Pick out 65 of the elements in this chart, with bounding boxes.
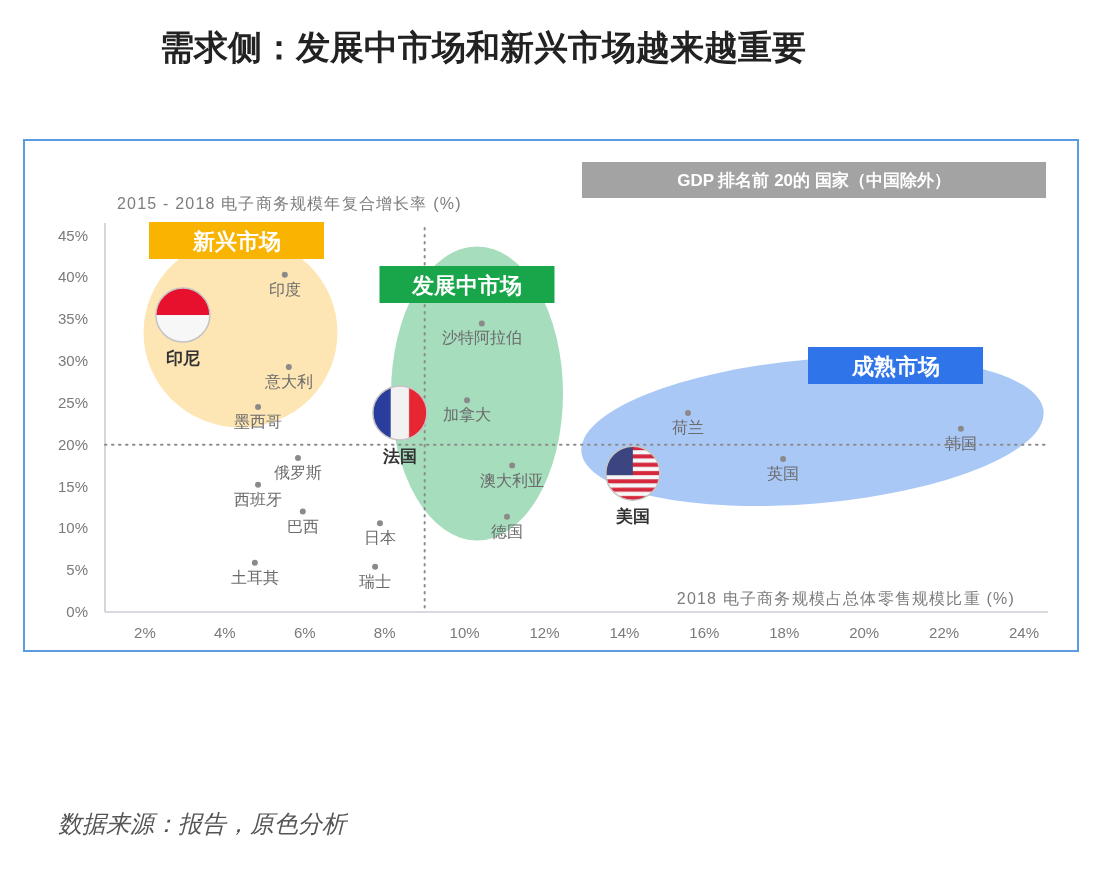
point [255, 404, 262, 411]
series-label: 德国 [490, 522, 523, 540]
point [255, 481, 262, 488]
y-tick-label: 40% [57, 268, 88, 286]
series-label: 荷兰 [671, 418, 704, 436]
point [464, 397, 471, 404]
x-tick-label: 20% [849, 624, 880, 641]
series-label: 韩国 [944, 434, 977, 452]
point [285, 363, 292, 370]
point [957, 425, 964, 432]
point [281, 271, 288, 278]
point [295, 455, 301, 462]
point [376, 520, 383, 527]
series-label: 墨西哥 [234, 413, 283, 431]
point [251, 559, 258, 566]
x-tick-label: 8% [373, 624, 396, 641]
x-tick-label: 16% [689, 624, 720, 641]
y-axis-title: 2015 - 2018 电子商务规模年复合增长率 (%) [117, 195, 462, 212]
chart-subtitle: GDP 排名前 20的 国家（中国除外） [677, 171, 951, 190]
series-label: 美国 [614, 507, 650, 527]
x-tick-label: 12% [529, 624, 560, 641]
x-tick-label: 22% [929, 624, 960, 641]
point [372, 563, 379, 570]
point [478, 320, 485, 327]
y-tick-label: 25% [57, 393, 88, 411]
series-label: 沙特阿拉伯 [441, 329, 522, 347]
x-tick-label: 18% [769, 624, 800, 641]
point [780, 455, 787, 462]
x-axis-title: 2018 电子商务规模占总体零售规模比重 (%) [676, 590, 1015, 607]
source-note: 数据来源：报告，原色分析 [58, 810, 349, 837]
annotation: 成熟市场 [850, 353, 940, 379]
y-tick-label: 0% [66, 603, 88, 620]
point [509, 462, 516, 469]
chart-title: 需求侧：发展中市场和新兴市场越来越重要 [160, 28, 806, 66]
series-label: 法国 [381, 446, 417, 466]
series-label: 俄罗斯 [274, 464, 322, 482]
series-label: 日本 [363, 529, 396, 547]
series-label: 加拿大 [443, 406, 492, 424]
series-label: 瑞士 [359, 572, 392, 590]
y-tick-label: 45% [57, 226, 88, 244]
x-tick-label: 2% [134, 624, 156, 641]
y-tick-label: 10% [57, 519, 88, 537]
annotation: 新兴市场 [191, 228, 281, 254]
x-tick-label: 10% [449, 624, 480, 641]
point [684, 409, 691, 416]
series-label: 意大利 [263, 372, 313, 390]
series-label: 巴西 [286, 517, 319, 535]
y-tick-label: 5% [66, 561, 88, 579]
series-label: 土耳其 [230, 568, 279, 586]
y-tick-label: 20% [57, 435, 88, 453]
y-tick-label: 15% [57, 477, 88, 495]
series-label: 印尼 [165, 349, 200, 369]
series-label: 西班牙 [234, 490, 283, 508]
point [299, 508, 306, 515]
y-tick-label: 30% [57, 352, 88, 370]
x-tick-label: 24% [1009, 624, 1040, 641]
x-tick-label: 14% [609, 624, 640, 641]
x-tick-label: 4% [214, 624, 236, 641]
y-tick-label: 35% [57, 310, 88, 328]
series-label: 英国 [767, 464, 800, 482]
point [503, 513, 510, 520]
series-label: 印度 [268, 280, 301, 298]
series-label: 澳大利亚 [480, 471, 545, 489]
annotation: 发展中市场 [411, 272, 522, 298]
x-tick-label: 6% [293, 624, 316, 641]
